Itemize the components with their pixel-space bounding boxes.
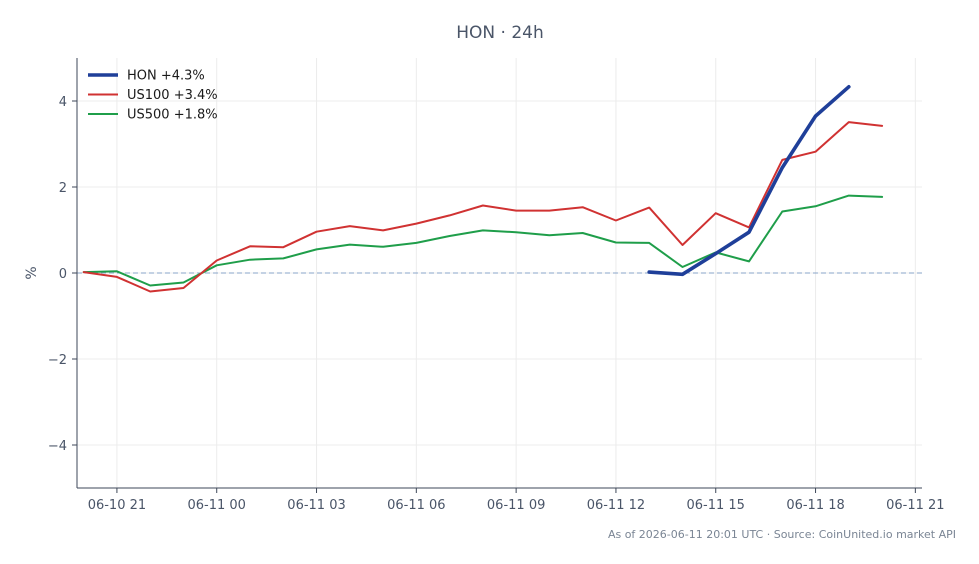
y-tick-label: −4 — [48, 439, 67, 454]
x-tick-label: 06-11 18 — [786, 498, 844, 513]
x-tick-label: 06-11 09 — [487, 498, 545, 513]
series-line-us500 — [82, 194, 884, 287]
x-tick-label: 06-11 06 — [387, 498, 445, 513]
x-tick-label: 06-10 21 — [88, 498, 146, 513]
series-layer — [82, 85, 884, 293]
x-tick-label: 06-11 21 — [886, 498, 944, 513]
legend-label: HON +4.3% — [127, 69, 205, 84]
legend-label: US100 +3.4% — [127, 88, 218, 103]
y-axis-label: % — [24, 266, 40, 279]
source-annotation: As of 2026-06-11 20:01 UTC · Source: Coi… — [608, 528, 956, 541]
x-tick-label: 06-11 15 — [687, 498, 745, 513]
y-tick-label: 4 — [59, 95, 67, 110]
x-axis-ticks: 06-10 21 06-11 00 06-11 03 06-11 06 06-11 09… — [88, 488, 945, 513]
chart-title: HON · 24h — [456, 23, 544, 43]
y-axis-ticks: −4 −2 0 2 4 — [48, 95, 77, 454]
legend: HON +4.3% US100 +3.4% US500 +1.8% — [88, 69, 218, 123]
series-line-us100 — [82, 121, 884, 293]
legend-label: US500 +1.8% — [127, 108, 218, 123]
x-tick-label: 06-11 12 — [587, 498, 645, 513]
y-tick-label: 0 — [59, 267, 67, 282]
x-tick-label: 06-11 03 — [287, 498, 345, 513]
x-tick-label: 06-11 00 — [187, 498, 245, 513]
y-tick-label: 2 — [59, 181, 67, 196]
series-line-hon — [647, 85, 851, 277]
y-tick-label: −2 — [48, 353, 67, 368]
